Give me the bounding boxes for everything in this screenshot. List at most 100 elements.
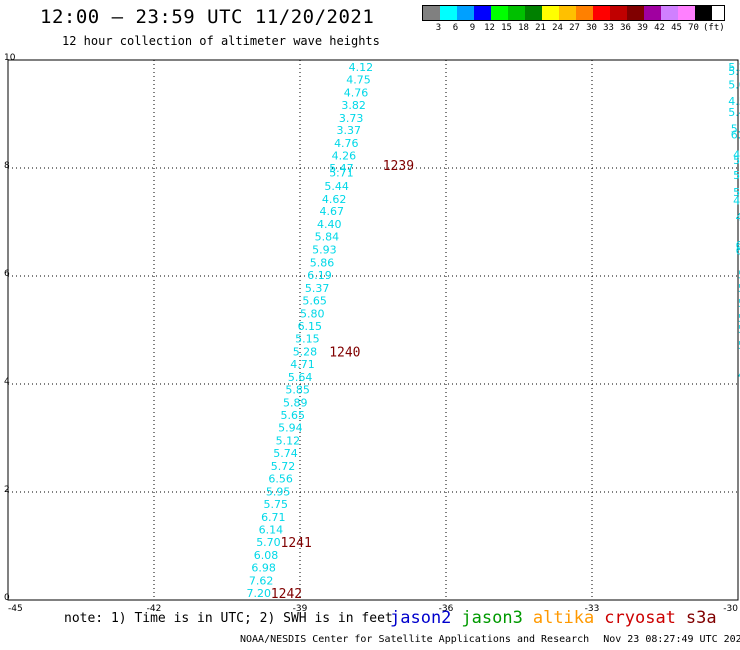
color-scale-cell xyxy=(576,6,593,20)
wave-height-point: 5.86 xyxy=(310,257,335,270)
legend-jason2: jason2 xyxy=(390,608,452,628)
color-scale-label: 18 xyxy=(518,23,529,33)
wave-height-point: 4.12 xyxy=(349,61,374,74)
wave-height-point: 4.62 xyxy=(322,193,347,206)
wave-height-point: 5.15 xyxy=(295,333,320,346)
y-tick-label: 6 xyxy=(4,269,10,279)
wave-height-point: 5.44 xyxy=(324,180,349,193)
time-label: 1242 xyxy=(271,587,302,602)
color-scale-label: 24 xyxy=(552,23,563,33)
wave-height-point: 5.72 xyxy=(271,460,296,473)
wave-height-point: 4.40 xyxy=(317,218,342,231)
wave-height-point: 5 xyxy=(738,323,740,336)
wave-height-point: 6. xyxy=(736,245,740,258)
color-scale-cell xyxy=(661,6,678,20)
color-scale-unit: (ft) xyxy=(703,23,725,33)
wave-height-point: 5.94 xyxy=(278,422,303,435)
color-scale-cell xyxy=(695,6,712,20)
color-scale-label: 3 xyxy=(435,23,442,33)
wave-height-point: 3.73 xyxy=(339,112,364,125)
wave-height-point: 3.37 xyxy=(337,124,362,137)
color-scale-cell xyxy=(423,6,440,20)
color-scale-bar xyxy=(422,5,725,21)
y-tick-label: 4 xyxy=(4,377,10,387)
color-scale-label: 33 xyxy=(603,23,614,33)
wave-height-point: 5.37 xyxy=(305,282,330,295)
wave-height-point: 5.70 xyxy=(256,536,281,549)
time-label: 1240 xyxy=(329,346,360,361)
wave-height-point: 5.89 xyxy=(283,396,308,409)
x-tick-label: -45 xyxy=(8,604,23,614)
wave-height-point: 6.98 xyxy=(251,562,275,575)
color-scale-label: 12 xyxy=(484,23,495,33)
color-scale-label: 27 xyxy=(569,23,580,33)
wave-height-point: 4.26 xyxy=(332,150,357,163)
color-scale-cell xyxy=(542,6,559,20)
wave-height-point: 5.74 xyxy=(273,447,298,460)
color-scale-cell xyxy=(644,6,661,20)
wave-height-point: 5 xyxy=(738,339,740,352)
legend-cryosat: cryosat xyxy=(604,608,676,628)
wave-height-point: 6.14 xyxy=(259,523,284,536)
wave-height-point: 5.75 xyxy=(264,498,289,511)
wave-height-point: 3.82 xyxy=(341,99,366,112)
x-tick-label: -33 xyxy=(585,604,600,614)
wave-height-point: 5.28 xyxy=(293,346,318,359)
color-scale-label: 6 xyxy=(452,23,459,33)
wave-height-point: 6.71 xyxy=(261,511,286,524)
footer-credit: NOAA/NESDIS Center for Satellite Applica… xyxy=(240,634,590,645)
note-text: note: 1) Time is in UTC; 2) SWH is in fe… xyxy=(64,611,393,626)
wave-height-point: 6.08 xyxy=(254,549,279,562)
color-scale-label: 39 xyxy=(637,23,648,33)
color-scale-label: 45 xyxy=(671,23,682,33)
wave-height-point: 4.57 xyxy=(728,95,740,108)
wave-height-point: 4.76 xyxy=(344,86,369,99)
y-tick-label: 0 xyxy=(4,593,10,603)
x-tick-label: -36 xyxy=(439,604,454,614)
wave-height-point: 5.71 xyxy=(329,166,354,179)
chart-title: 12:00 – 23:59 UTC 11/20/2021 xyxy=(40,6,375,28)
wave-height-point: 5.93 xyxy=(312,244,337,257)
wave-height-point: 5.64 xyxy=(288,371,313,384)
color-scale-cell xyxy=(440,6,457,20)
wave-height-point: 5.84 xyxy=(315,231,340,244)
color-scale-cell xyxy=(508,6,525,20)
wave-height-point: 6.15 xyxy=(298,320,323,333)
wave-height-point: 4.76 xyxy=(334,137,359,150)
wave-height-point: 5.47 xyxy=(329,162,354,175)
wave-height-point: 6.56 xyxy=(268,473,293,486)
wave-height-point: 7.20 xyxy=(246,587,271,600)
wave-height-point: 5.65 xyxy=(281,409,306,422)
wave-height-point: 5.12 xyxy=(276,435,301,448)
color-scale-label: 15 xyxy=(501,23,512,33)
color-scale-label: 21 xyxy=(535,23,546,33)
legend-altika: altika xyxy=(532,608,595,628)
wave-height-point: 6.41 xyxy=(731,129,740,142)
color-scale: 3 6 9 12 15 18 21 24 27 30 33 36 39 42 45 70 (ft) xyxy=(422,5,725,33)
y-tick-label: 10 xyxy=(4,53,16,63)
color-scale-cell xyxy=(559,6,576,20)
color-scale-cell xyxy=(474,6,491,20)
plot-frame xyxy=(7,59,739,601)
wave-height-point: 5.42 xyxy=(728,106,740,119)
wave-height-point: 4.9 xyxy=(736,211,740,224)
wave-height-point: 5.85 xyxy=(285,383,310,396)
wave-height-point: 4.67 xyxy=(319,205,344,218)
wave-height-point: 5.11 xyxy=(728,65,740,78)
color-scale-cell xyxy=(678,6,695,20)
wave-height-point: 5 xyxy=(738,312,740,325)
color-scale-cell xyxy=(525,6,542,20)
footer: NOAA/NESDIS Center for Satellite Applica… xyxy=(240,634,740,645)
color-scale-cell xyxy=(491,6,508,20)
color-scale-label: 30 xyxy=(586,23,597,33)
wave-height-point: 5.97 xyxy=(733,169,740,182)
legend-jason3: jason3 xyxy=(461,608,523,628)
wave-height-point: 5.29 xyxy=(733,186,740,199)
legend-s3a: s3a xyxy=(685,608,717,628)
y-tick-label: 2 xyxy=(4,485,10,495)
wave-height-point: 4.97 xyxy=(733,194,740,207)
wave-height-point: 5 xyxy=(738,297,740,310)
wave-height-point: 5.65 xyxy=(302,294,327,307)
wave-height-point: 6.19 xyxy=(307,269,332,282)
